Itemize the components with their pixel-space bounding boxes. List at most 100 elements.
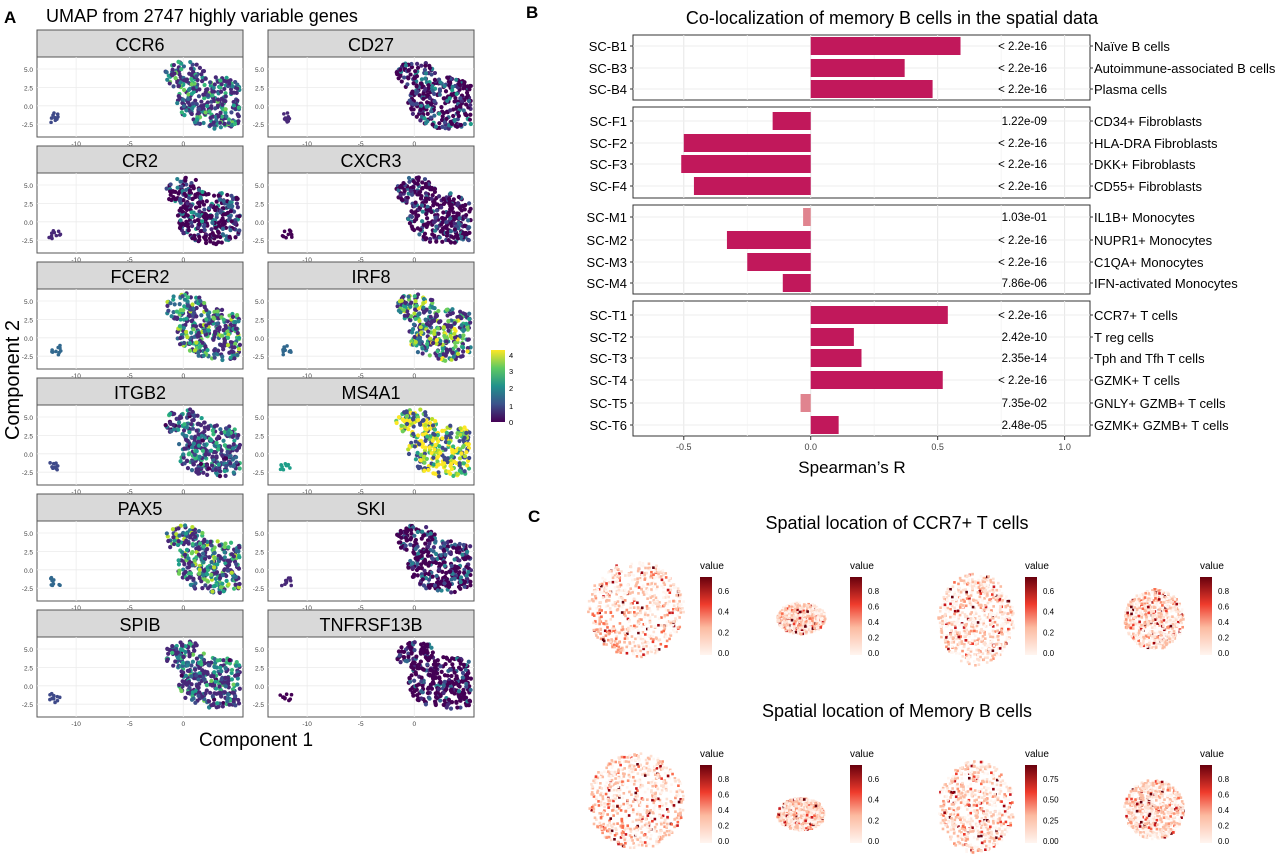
umap-point xyxy=(459,316,464,321)
umap-point xyxy=(202,442,207,447)
umap-point xyxy=(406,565,411,570)
umap-point xyxy=(201,470,206,475)
umap-point xyxy=(171,663,176,668)
umap-point xyxy=(425,690,431,696)
umap-point xyxy=(221,658,226,663)
umap-point xyxy=(204,323,209,328)
umap-point xyxy=(222,338,228,343)
umap-point xyxy=(212,126,217,131)
umap-point xyxy=(169,429,174,434)
x-tick-label: -5 xyxy=(127,489,133,496)
umap-point xyxy=(218,585,223,590)
umap-point xyxy=(446,238,451,243)
y-tick-label: 5.0 xyxy=(24,531,33,538)
umap-point xyxy=(175,655,180,660)
spatial-spot xyxy=(638,562,641,565)
umap-point xyxy=(290,235,294,239)
umap-point xyxy=(194,449,199,454)
umap-point xyxy=(231,350,236,355)
umap-point xyxy=(419,330,424,335)
umap-point xyxy=(288,578,293,583)
spatial-spot xyxy=(648,616,652,619)
umap-point xyxy=(197,295,202,300)
umap-point xyxy=(166,651,171,656)
umap-point xyxy=(289,350,293,354)
umap-point xyxy=(221,206,226,211)
umap-point xyxy=(222,221,227,226)
umap-point xyxy=(430,537,435,542)
umap-point xyxy=(231,470,236,475)
y-tick-label: -2.5 xyxy=(253,354,265,361)
umap-point xyxy=(206,314,211,319)
umap-point xyxy=(448,423,453,428)
umap-point xyxy=(191,696,196,701)
umap-point xyxy=(212,355,217,360)
umap-point xyxy=(58,583,62,588)
umap-point xyxy=(412,227,417,233)
umap-point xyxy=(201,120,206,126)
umap-point xyxy=(410,565,415,570)
umap-point xyxy=(231,90,237,95)
spatial-spot xyxy=(665,639,669,643)
umap-point xyxy=(424,94,430,99)
umap-point xyxy=(428,115,434,120)
umap-point xyxy=(449,431,454,436)
spatial-spot xyxy=(634,637,637,641)
umap-point xyxy=(182,523,188,528)
spatial-spot xyxy=(649,574,653,577)
umap-point xyxy=(458,447,463,452)
umap-point xyxy=(190,409,195,414)
spatial-spot xyxy=(641,564,645,568)
umap-point xyxy=(446,328,451,333)
y-tick-label: 2.5 xyxy=(255,433,264,440)
umap-point xyxy=(222,690,227,695)
bar-sc-t4 xyxy=(810,371,943,389)
umap-point xyxy=(288,466,292,470)
spatial-spot xyxy=(625,608,629,612)
umap-point xyxy=(192,584,197,589)
facet-plot-area xyxy=(267,56,475,138)
umap-point xyxy=(228,340,234,345)
umap-point xyxy=(441,690,446,696)
umap-point xyxy=(402,313,407,318)
umap-point xyxy=(171,310,176,315)
umap-point xyxy=(438,698,443,703)
umap-point xyxy=(231,456,236,462)
x-tick-label: -10 xyxy=(71,721,81,728)
umap-point xyxy=(409,673,414,678)
umap-point xyxy=(214,570,219,575)
umap-point xyxy=(221,317,226,322)
umap-colorbar-tick: 2 xyxy=(509,384,513,393)
umap-point xyxy=(234,195,239,200)
umap-point xyxy=(423,423,428,428)
umap-point xyxy=(236,347,242,352)
umap-point xyxy=(434,560,439,565)
row-celltype-label: GZMK+ GZMB+ T cells xyxy=(1094,418,1229,433)
spatial-spot xyxy=(663,583,667,587)
umap-point xyxy=(458,579,463,585)
umap-point xyxy=(282,229,287,234)
umap-point xyxy=(185,690,191,696)
spatial-spot xyxy=(647,641,650,645)
umap-point xyxy=(177,324,183,329)
umap-point xyxy=(446,196,452,202)
umap-point xyxy=(210,428,215,433)
umap-point xyxy=(451,113,456,119)
umap-point xyxy=(201,103,206,108)
umap-point xyxy=(433,702,438,708)
umap-point xyxy=(185,295,191,300)
umap-point xyxy=(198,229,203,234)
umap-point xyxy=(219,430,224,435)
umap-point xyxy=(406,451,412,457)
umap-point xyxy=(223,323,228,328)
x-tick-label: -10 xyxy=(71,489,81,496)
umap-point xyxy=(178,647,184,652)
umap-point xyxy=(196,677,201,682)
umap-point xyxy=(281,349,286,354)
umap-point xyxy=(439,105,444,110)
umap-point xyxy=(420,441,426,447)
umap-point xyxy=(286,119,291,123)
spatial-spot xyxy=(636,569,640,573)
